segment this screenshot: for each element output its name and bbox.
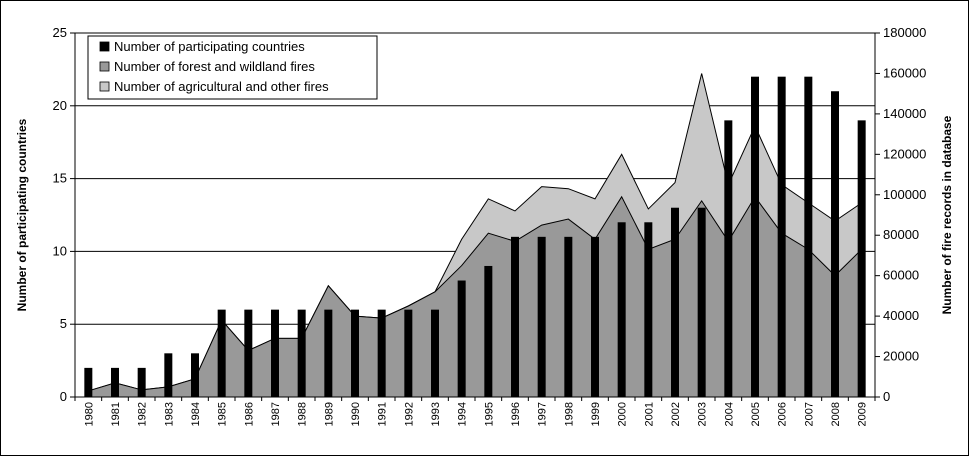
legend-box xyxy=(87,35,378,100)
x-tick-label: 1989 xyxy=(323,402,335,426)
legend-label-agricultural-fires: Number of agricultural and other fires xyxy=(114,79,329,94)
bar-countries xyxy=(457,280,466,397)
x-tick-label: 1982 xyxy=(137,402,149,426)
bar-countries xyxy=(564,236,573,397)
x-tick-label: 1991 xyxy=(377,402,389,426)
y-left-tick-label: 20 xyxy=(53,98,67,113)
x-tick-label: 1992 xyxy=(403,402,415,426)
bar-countries xyxy=(857,120,866,398)
bar-countries xyxy=(244,309,253,397)
y-left-tick-label: 25 xyxy=(53,25,67,40)
y-right-tick-label: 0 xyxy=(883,389,890,404)
bar-countries xyxy=(431,309,439,397)
bar-countries xyxy=(404,309,413,397)
y-right-tick-label: 180000 xyxy=(883,25,926,40)
bar-countries xyxy=(84,367,93,397)
bar-countries xyxy=(191,353,199,397)
x-tick-label: 1993 xyxy=(430,402,442,426)
y-right-tick-label: 100000 xyxy=(883,187,926,202)
y-left-tick-label: 5 xyxy=(60,316,67,331)
legend-swatch-countries xyxy=(99,41,110,52)
bar-countries xyxy=(351,309,359,397)
y-left-tick-label: 15 xyxy=(53,171,67,186)
legend: Number of participating countries Number… xyxy=(87,35,378,100)
x-tick-label: 1998 xyxy=(563,402,575,426)
x-tick-label: 1999 xyxy=(590,402,602,426)
area-forest-fires xyxy=(88,196,862,397)
bar-countries xyxy=(591,236,599,397)
bar-countries xyxy=(804,76,813,398)
x-tick-label: 1995 xyxy=(483,402,495,426)
x-tick-label: 1984 xyxy=(190,402,202,426)
bar-countries xyxy=(751,76,759,398)
y-right-axis-title: Number of fire records in database xyxy=(940,115,954,314)
x-tick-label: 1985 xyxy=(217,402,229,426)
x-tick-label: 2009 xyxy=(857,402,869,426)
bar-countries xyxy=(511,236,519,397)
bar-countries xyxy=(137,367,146,397)
y-left-tick-label: 0 xyxy=(60,389,67,404)
bar-countries xyxy=(777,76,786,398)
x-tick-label: 2001 xyxy=(643,402,655,426)
bar-countries xyxy=(111,367,119,397)
bar-countries xyxy=(671,207,679,397)
y-left-axis-title: Number of participating countries xyxy=(15,118,29,311)
x-tick-label: 2007 xyxy=(803,402,815,426)
bar-countries xyxy=(217,309,226,397)
bar-countries xyxy=(164,353,173,397)
x-tick-label: 1986 xyxy=(243,402,255,426)
x-tick-label: 2005 xyxy=(750,402,762,426)
y-right-tick-label: 20000 xyxy=(883,349,919,364)
y-right-tick-label: 160000 xyxy=(883,65,926,80)
bar-countries xyxy=(724,120,733,398)
area-outline-forest-fires xyxy=(88,195,863,392)
x-tick-label: 1994 xyxy=(457,402,469,426)
y-right-tick-label: 140000 xyxy=(883,106,926,121)
bar-countries xyxy=(484,265,493,397)
x-tick-label: 1996 xyxy=(510,402,522,426)
x-tick-label: 1980 xyxy=(83,402,95,426)
y-right-tick-label: 60000 xyxy=(883,268,919,283)
bar-countries xyxy=(537,236,546,397)
y-right-tick-label: 120000 xyxy=(883,146,926,161)
bar-countries xyxy=(324,309,333,397)
bar-countries xyxy=(297,309,306,397)
y-left-tick-label: 10 xyxy=(53,243,67,258)
legend-swatch-forest-fires xyxy=(99,61,110,72)
x-tick-label: 2006 xyxy=(777,402,789,426)
x-tick-label: 1997 xyxy=(537,402,549,426)
legend-label-countries: Number of participating countries xyxy=(114,39,305,54)
bar-countries xyxy=(697,207,706,397)
x-tick-label: 1987 xyxy=(270,402,282,426)
y-right-tick-label: 40000 xyxy=(883,308,919,323)
x-tick-label: 2002 xyxy=(670,402,682,426)
bar-countries xyxy=(644,222,653,397)
x-tick-label: 1990 xyxy=(350,402,362,426)
y-right-tick-label: 80000 xyxy=(883,227,919,242)
x-tick-label: 1988 xyxy=(297,402,309,426)
bar-countries xyxy=(377,309,386,397)
legend-label-forest-fires: Number of forest and wildland fires xyxy=(114,59,315,74)
x-tick-label: 2003 xyxy=(697,402,709,426)
bar-countries xyxy=(831,91,839,398)
x-tick-label: 2004 xyxy=(723,402,735,426)
x-tick-label: 1981 xyxy=(110,402,122,426)
bar-countries xyxy=(271,309,279,397)
bar-countries xyxy=(617,222,626,397)
x-tick-label: 1983 xyxy=(163,402,175,426)
legend-swatch-agricultural-fires xyxy=(99,81,110,92)
x-tick-label: 2008 xyxy=(830,402,842,426)
x-tick-label: 2000 xyxy=(617,402,629,426)
